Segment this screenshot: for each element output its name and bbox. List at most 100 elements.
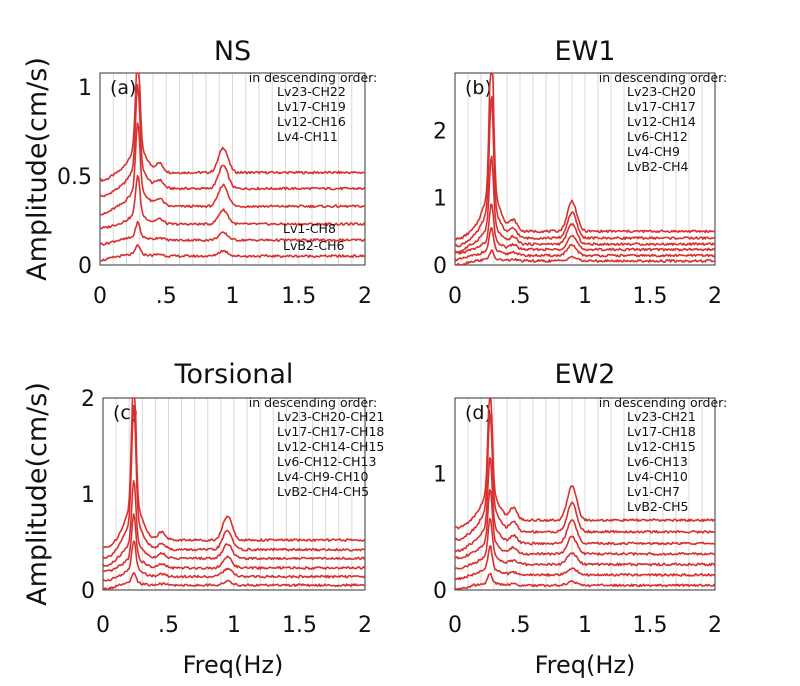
series-label: LvB2-CH4-CH5	[277, 484, 369, 499]
y-tick-label: 2	[81, 387, 95, 412]
y-tick-label: 1	[81, 483, 95, 508]
series-label: Lv6-CH12-CH13	[277, 454, 376, 469]
series-label: LvB2-CH4	[627, 159, 689, 174]
x-tick-label: 1.5	[282, 613, 317, 638]
y-axis-label: Amplitude(cm/s)	[22, 382, 53, 606]
x-tick-label: 2	[708, 613, 722, 638]
plot-frame	[454, 397, 716, 591]
series-label: Lv4-CH11	[277, 129, 338, 144]
panel-2: EW1 (b) 0 .5 1 1.5 2 0 1 2 in descending order:Lv2…	[433, 36, 727, 309]
plot-frame	[454, 72, 716, 266]
x-tick-label: 1.5	[281, 284, 316, 309]
series-line-2	[102, 405, 366, 559]
x-tick-label: 1	[578, 284, 592, 309]
series-line-5	[99, 220, 366, 246]
series-line-5	[454, 227, 716, 262]
y-tick-label: 0	[81, 579, 95, 604]
series-label: Lv4-CH10	[627, 469, 688, 484]
series-line-4	[99, 174, 366, 230]
series-label: Lv17-CH18	[627, 424, 696, 439]
series-label: Lv17-CH17	[627, 99, 696, 114]
x-tick-label: 2	[358, 284, 372, 309]
x-tick-label: .5	[158, 613, 179, 638]
series-line-4	[455, 489, 716, 560]
series-line-5	[102, 540, 366, 582]
x-tick-label: 1	[578, 613, 592, 638]
order-label: in descending order:	[249, 395, 378, 410]
x-axis-label: Freq(Hz)	[535, 651, 636, 679]
x-tick-label: .5	[156, 284, 177, 309]
y-tick-label: 2	[433, 119, 447, 144]
panel-4: EW2 (d) 0 .5 1 1.5 2 0 1 in descending order:Lv23…	[433, 359, 727, 638]
panel-1: NS(a)0.5 1 1.5 200.51 in descending order:Lv…	[57, 36, 377, 309]
series-label: Lv12-CH14-CH15	[277, 439, 384, 454]
series-line-1	[454, 397, 716, 530]
series-line-6	[454, 249, 716, 266]
panel-title: Torsional	[174, 359, 294, 390]
series-label: Lv12-CH15	[627, 439, 696, 454]
series-label: Lv4-CH9-CH10	[277, 469, 368, 484]
x-tick-label: 1.5	[633, 613, 668, 638]
panel-label: (b)	[465, 77, 492, 99]
x-tick-label: 2	[358, 613, 372, 638]
series-line-2	[99, 83, 366, 198]
plot-frame	[102, 397, 366, 591]
y-tick-label: 1	[433, 463, 447, 488]
x-axis-label: Freq(Hz)	[183, 651, 284, 679]
x-tick-label: .5	[510, 613, 531, 638]
series-line-5	[454, 517, 716, 570]
plot-frame	[99, 72, 366, 266]
series-label: Lv17-CH19	[277, 99, 346, 114]
x-tick-label: 0	[448, 284, 462, 309]
series-label: Lv1-CH7	[627, 484, 680, 499]
series-label: LvB2-CH5	[627, 499, 688, 514]
y-axis-label: Amplitude(cm/s)	[22, 57, 53, 281]
y-tick-label: 0.5	[57, 165, 92, 190]
series-label: Lv23-CH20-CH21	[277, 409, 384, 424]
y-tick-label: 1	[433, 187, 447, 212]
x-tick-label: 1	[227, 613, 241, 638]
y-tick-label: 0	[433, 579, 447, 604]
series-line-2	[454, 96, 716, 248]
series-label: Lv23-CH22	[277, 84, 346, 99]
series-line-6	[100, 243, 365, 262]
series-label: Lv23-CH21	[627, 409, 696, 424]
series-label: Lv17-CH17-CH18	[277, 424, 384, 439]
y-tick-label: 0	[78, 254, 92, 279]
order-label: in descending order:	[599, 70, 728, 85]
series-line-4	[455, 203, 716, 255]
series-label: Lv12-CH14	[627, 114, 696, 129]
x-tick-label: 0	[96, 613, 110, 638]
series-line-6	[102, 572, 366, 591]
series-line-2	[454, 412, 716, 542]
series-label: Lv4-CH9	[627, 144, 680, 159]
series-line-3	[102, 480, 366, 567]
series-label: Lv6-CH13	[627, 454, 688, 469]
order-label: in descending order:	[599, 395, 728, 410]
series-label: LvB2-CH6	[283, 238, 345, 253]
series-line-1	[99, 72, 366, 182]
series-label: Lv12-CH16	[277, 114, 346, 129]
series-line-6	[454, 545, 716, 581]
series-line-1	[454, 72, 716, 241]
x-tick-label: 1.5	[633, 284, 668, 309]
series-label: Lv6-CH12	[627, 129, 688, 144]
panel-label: (d)	[465, 402, 492, 424]
series-label: Lv23-CH20	[627, 84, 696, 99]
panel-title: NS	[214, 36, 251, 67]
panel-title: EW2	[555, 359, 616, 390]
x-tick-label: .5	[510, 284, 531, 309]
x-tick-label: 0	[93, 284, 107, 309]
y-tick-label: 0	[433, 254, 447, 279]
panel-label: (a)	[110, 77, 136, 99]
series-line-3	[454, 155, 716, 254]
series-label: Lv1-CH8	[283, 221, 336, 236]
order-label: in descending order:	[249, 70, 378, 85]
panel-title: EW1	[555, 36, 616, 67]
series-line-4	[102, 513, 366, 573]
series-line-1	[102, 397, 366, 549]
y-tick-label: 1	[78, 76, 92, 101]
x-tick-label: 1	[226, 284, 240, 309]
